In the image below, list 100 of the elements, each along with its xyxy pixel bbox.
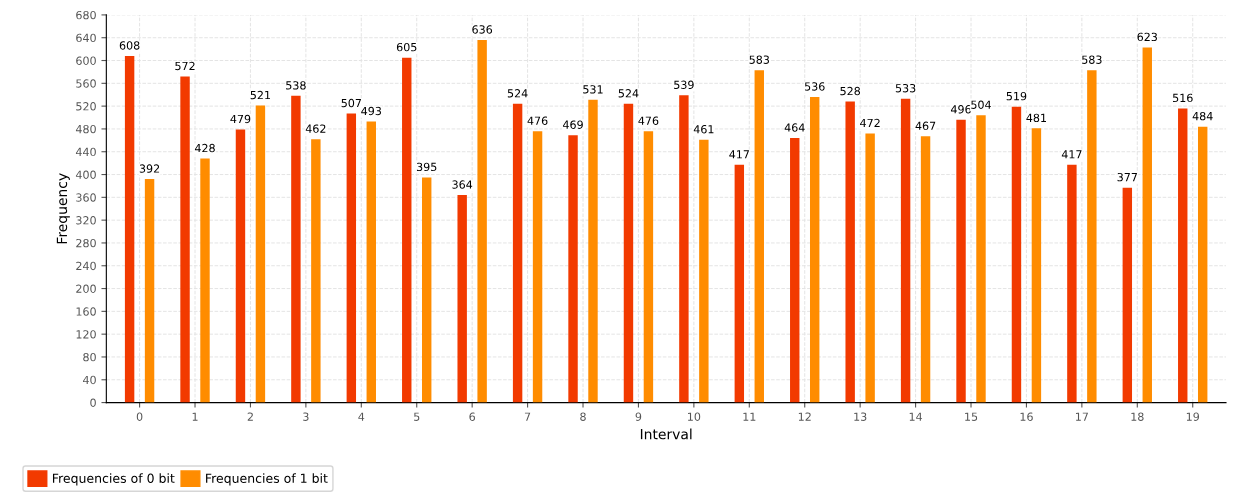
bar xyxy=(512,103,523,403)
bar xyxy=(1011,106,1022,403)
y-tick-label: 160 xyxy=(76,307,96,316)
data-label: 417 xyxy=(729,150,749,159)
y-tick-label: 320 xyxy=(76,216,96,225)
data-label: 528 xyxy=(840,86,861,96)
bar xyxy=(1122,187,1133,403)
data-label: 531 xyxy=(583,85,603,94)
data-label: 476 xyxy=(527,116,548,125)
data-label: 583 xyxy=(749,55,769,64)
data-label: 481 xyxy=(1026,113,1046,123)
bar xyxy=(920,136,931,403)
data-label: 469 xyxy=(562,120,583,129)
bar xyxy=(1142,47,1152,403)
bar xyxy=(754,70,764,403)
y-tick-label: 600 xyxy=(76,56,96,65)
data-label: 533 xyxy=(895,83,916,93)
x-tick-label: 4 xyxy=(358,412,365,421)
bar xyxy=(255,105,266,403)
data-label: 519 xyxy=(1006,91,1027,101)
bar xyxy=(291,95,301,403)
bar xyxy=(180,76,190,403)
bar xyxy=(1178,108,1188,403)
x-tick-label: 18 xyxy=(1131,412,1144,421)
bar xyxy=(402,57,412,403)
bar xyxy=(568,135,578,403)
x-tick-label: 0 xyxy=(136,412,143,421)
bar xyxy=(900,98,911,403)
data-label: 479 xyxy=(230,114,251,124)
y-tick-label: 440 xyxy=(75,147,96,157)
bar xyxy=(699,139,709,403)
y-tick-label: 40 xyxy=(83,375,96,385)
x-tick-label: 19 xyxy=(1186,412,1200,421)
x-tick-label: 11 xyxy=(743,412,756,421)
bar xyxy=(124,55,135,403)
x-tick-label: 7 xyxy=(524,412,531,421)
bar xyxy=(956,119,966,403)
y-tick-label: 0 xyxy=(90,398,96,407)
y-tick-label: 360 xyxy=(76,193,96,202)
y-tick-label: 80 xyxy=(83,352,96,362)
bar xyxy=(422,177,432,403)
x-tick-label: 13 xyxy=(854,412,867,421)
y-tick-label: 400 xyxy=(75,170,96,179)
y-tick-label: 520 xyxy=(76,102,96,111)
bar xyxy=(235,129,246,403)
bar xyxy=(311,139,321,403)
data-label: 504 xyxy=(971,100,991,109)
data-label: 524 xyxy=(618,89,639,98)
bar xyxy=(845,101,855,403)
data-label: 484 xyxy=(1192,111,1213,121)
bar xyxy=(1197,126,1208,403)
data-label: 461 xyxy=(693,125,714,134)
bar xyxy=(865,133,875,403)
x-tick-label: 8 xyxy=(580,412,586,421)
data-label: 364 xyxy=(452,180,473,189)
bar xyxy=(790,138,800,403)
x-tick-label: 10 xyxy=(688,412,701,421)
x-tick-label: 1 xyxy=(192,412,198,421)
bar xyxy=(643,131,654,403)
y-tick-label: 640 xyxy=(76,33,96,43)
data-label: 462 xyxy=(305,124,326,133)
data-label: 521 xyxy=(250,90,270,100)
y-tick-label: 560 xyxy=(76,79,96,88)
x-tick-label: 9 xyxy=(635,412,642,421)
bar xyxy=(1031,128,1042,403)
x-tick-label: 12 xyxy=(798,412,811,421)
bar xyxy=(346,113,357,403)
data-label: 507 xyxy=(341,98,361,108)
bar xyxy=(588,99,598,403)
data-label: 572 xyxy=(175,61,195,71)
data-label: 392 xyxy=(139,164,160,173)
data-label: 608 xyxy=(119,41,140,50)
x-tick-label: 16 xyxy=(1020,412,1033,421)
x-axis-title: Interval xyxy=(640,428,692,440)
bar xyxy=(532,131,543,403)
data-label: 428 xyxy=(194,143,215,153)
data-label: 623 xyxy=(1137,32,1157,42)
x-tick-label: 3 xyxy=(303,412,309,421)
bar xyxy=(457,195,467,403)
bar xyxy=(679,95,689,403)
x-tick-label: 17 xyxy=(1076,412,1088,421)
data-label: 472 xyxy=(860,118,880,128)
data-label: 377 xyxy=(1117,172,1137,182)
x-tick-label: 15 xyxy=(965,412,978,421)
bar xyxy=(809,97,820,403)
data-label: 583 xyxy=(1082,55,1102,64)
y-axis-title: Frequency xyxy=(56,173,70,244)
data-label: 524 xyxy=(507,89,528,98)
y-tick-label: 240 xyxy=(76,261,96,271)
y-tick-label: 200 xyxy=(76,284,96,293)
data-label: 516 xyxy=(1173,93,1193,103)
legend-label: Frequencies of 1 bit xyxy=(206,473,328,486)
legend-label: Frequencies of 0 bit xyxy=(52,473,175,486)
x-tick-label: 14 xyxy=(909,412,923,421)
data-label: 605 xyxy=(396,42,417,52)
data-label: 464 xyxy=(784,123,805,132)
y-tick-label: 280 xyxy=(76,238,96,248)
bar xyxy=(144,179,155,403)
x-tick-label: 2 xyxy=(247,412,253,421)
bar xyxy=(976,115,986,403)
